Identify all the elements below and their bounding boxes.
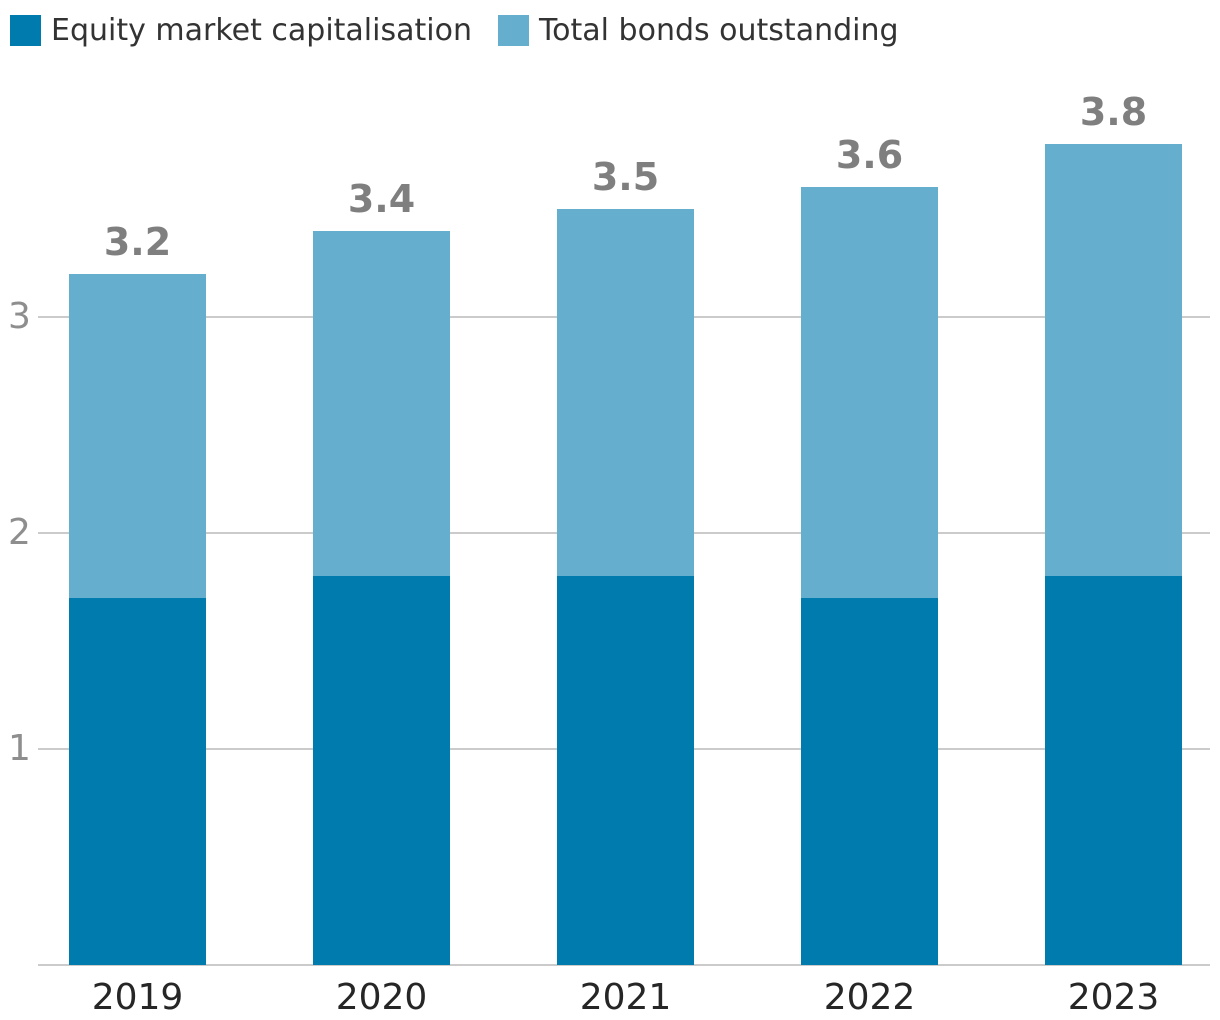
legend-swatch-bonds-icon	[497, 15, 529, 46]
total-value-label: 3.4	[347, 176, 416, 221]
bar-segment-equity	[557, 576, 694, 965]
bar-segment-bonds	[557, 209, 694, 577]
legend-label-bonds: Total bonds outstanding	[538, 13, 899, 48]
total-value-label: 3.5	[591, 155, 660, 199]
bar-segment-bonds	[801, 187, 938, 598]
legend: Equity market capitalisation Total bonds…	[10, 14, 899, 47]
bar-segment-bonds	[69, 273, 206, 598]
y-axis-tick-label: 3	[8, 296, 31, 337]
bar-segment-bonds	[313, 230, 450, 577]
x-axis-tick-label: 2020	[335, 977, 428, 1018]
bar-segment-equity	[801, 597, 938, 965]
total-value-label: 3.8	[1079, 90, 1148, 135]
x-axis-tick-label: 2021	[579, 977, 672, 1018]
bar-segment-equity	[69, 597, 206, 965]
bar-segment-equity	[1045, 576, 1182, 965]
x-axis-baseline	[38, 964, 1210, 966]
total-value-label: 3.2	[103, 219, 172, 264]
bar-segment-bonds	[1045, 144, 1182, 577]
x-axis-tick-label: 2019	[91, 977, 184, 1018]
bar-segment-equity	[313, 576, 450, 965]
total-value-label: 3.6	[835, 133, 904, 178]
x-axis-tick-label: 2023	[1067, 977, 1160, 1018]
legend-item-bonds: Total bonds outstanding	[497, 13, 899, 48]
y-axis-tick-label: 2	[8, 512, 31, 553]
legend-swatch-equity-icon	[10, 15, 41, 46]
x-axis-tick-label: 2022	[823, 977, 916, 1018]
legend-label-equity: Equity market capitalisation	[51, 13, 472, 48]
y-axis-tick-label: 1	[8, 728, 31, 769]
legend-item-equity: Equity market capitalisation	[10, 14, 472, 47]
